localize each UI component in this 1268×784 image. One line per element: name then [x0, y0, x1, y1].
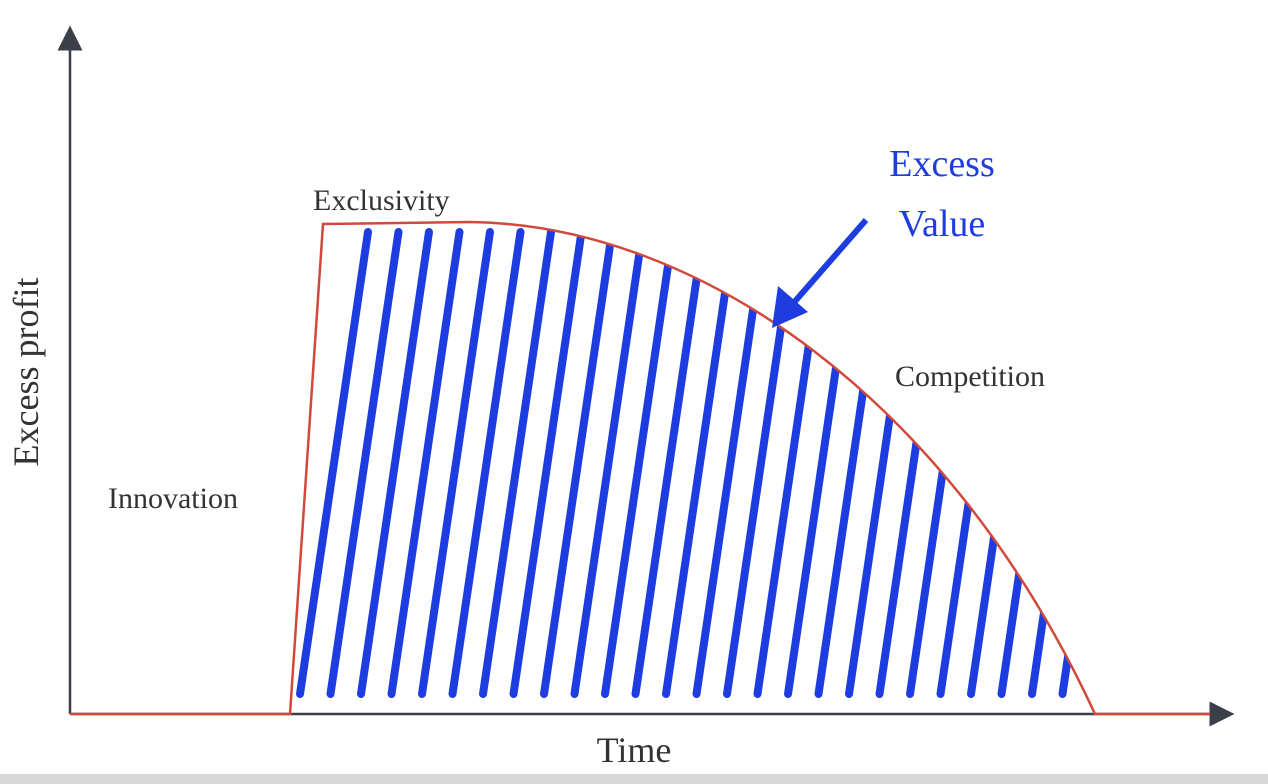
profit-curve	[70, 220, 1210, 716]
innovation-label: Innovation	[108, 482, 238, 515]
hatch-line	[662, 228, 738, 698]
hatch-line	[387, 228, 464, 698]
hatch-line	[448, 228, 525, 698]
hatch-line	[601, 228, 677, 698]
pointer-arrow	[772, 218, 869, 328]
bottom-strip	[0, 774, 1268, 784]
hatch-line	[326, 228, 403, 698]
y-axis-label: Excess profit	[6, 278, 46, 467]
competition-label: Competition	[895, 360, 1045, 393]
x-axis-label: Time	[597, 730, 672, 770]
hatch-line	[418, 228, 494, 698]
exclusivity-label: Exclusivity	[313, 184, 450, 217]
arrow-head	[772, 286, 808, 328]
hatch-line	[509, 228, 586, 698]
highlight-label: Excess	[889, 143, 995, 185]
hatch-line	[296, 228, 372, 698]
arrow-shaft	[787, 218, 869, 309]
hatch-line	[631, 228, 708, 698]
hatch-line	[357, 228, 433, 698]
hatch-line	[479, 228, 555, 698]
highlight-label: Value	[899, 203, 986, 245]
hatch-line	[540, 228, 616, 698]
hatch-line	[570, 228, 647, 698]
